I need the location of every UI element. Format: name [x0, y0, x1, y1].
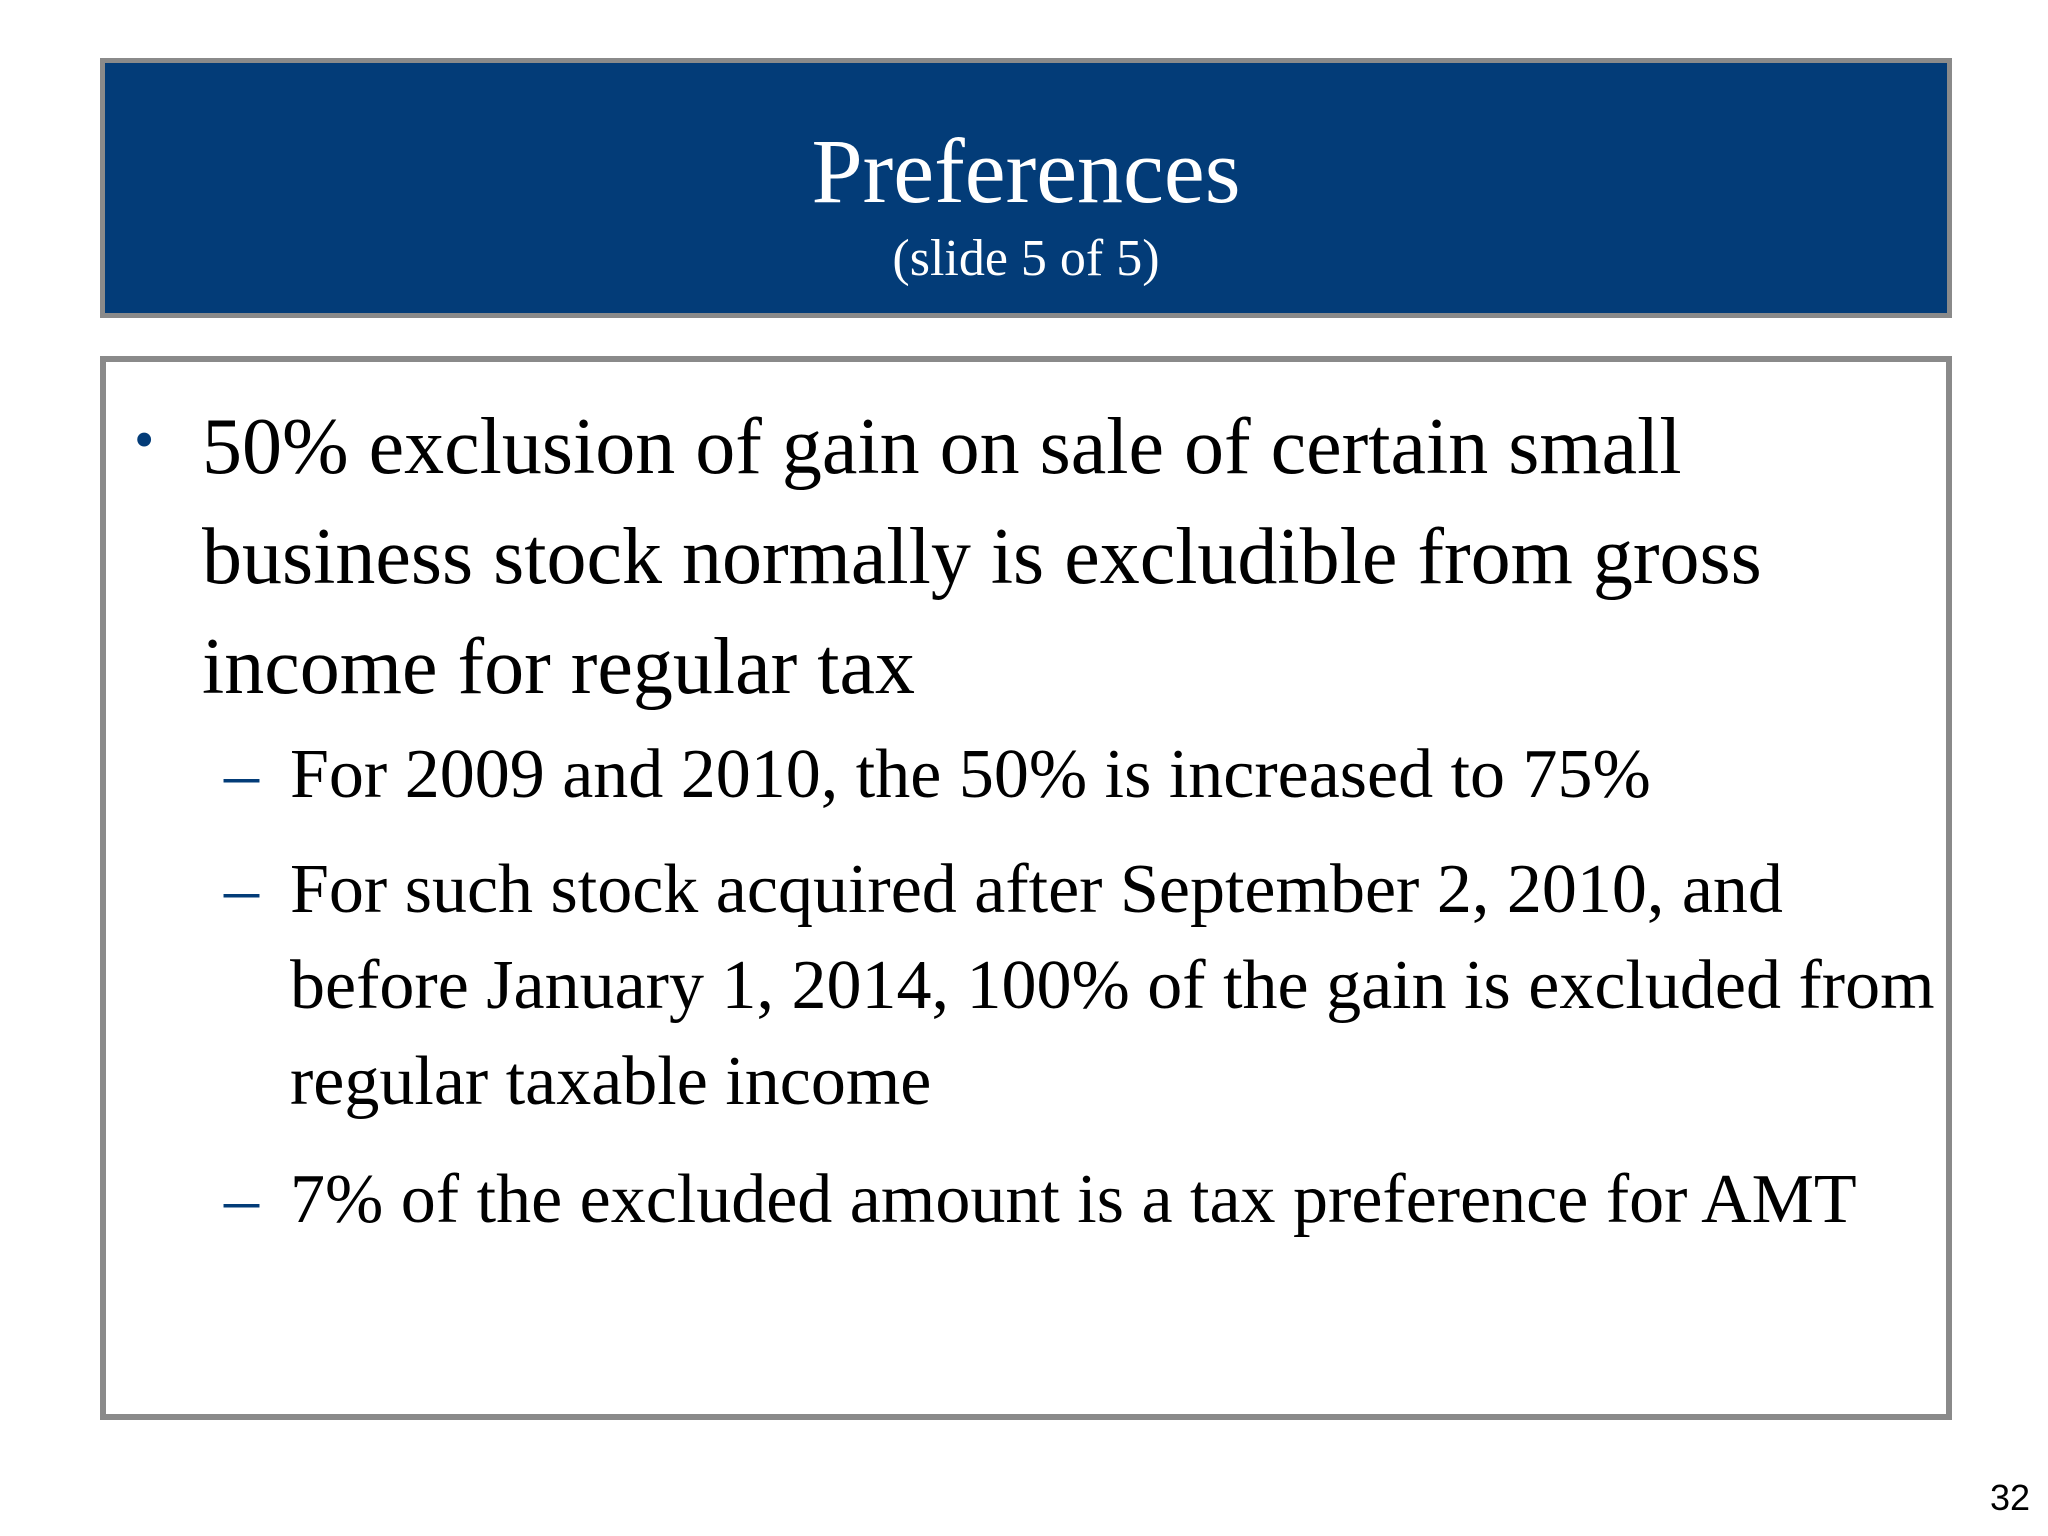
sub-bullet-text: For 2009 and 2010, the 50% is increased …	[290, 736, 1651, 813]
main-bullet-text: 50% exclusion of gain on sale of certain…	[202, 403, 1762, 711]
page-number: 32	[1989, 1477, 2030, 1518]
content-panel: • 50% exclusion of gain on sale of certa…	[100, 356, 1952, 1420]
dash-icon: –	[224, 851, 259, 928]
sub-bullet-text: For such stock acquired after September …	[290, 851, 1935, 1120]
sub-bullet-text: 7% of the excluded amount is a tax prefe…	[290, 1161, 1857, 1238]
title-banner: Preferences (slide 5 of 5)	[100, 58, 1952, 318]
dash-icon: –	[224, 736, 259, 813]
bullet-icon: •	[134, 407, 155, 472]
slide-subtitle: (slide 5 of 5)	[892, 230, 1160, 287]
dash-icon: –	[224, 1161, 259, 1238]
slide-title: Preferences	[811, 120, 1241, 222]
